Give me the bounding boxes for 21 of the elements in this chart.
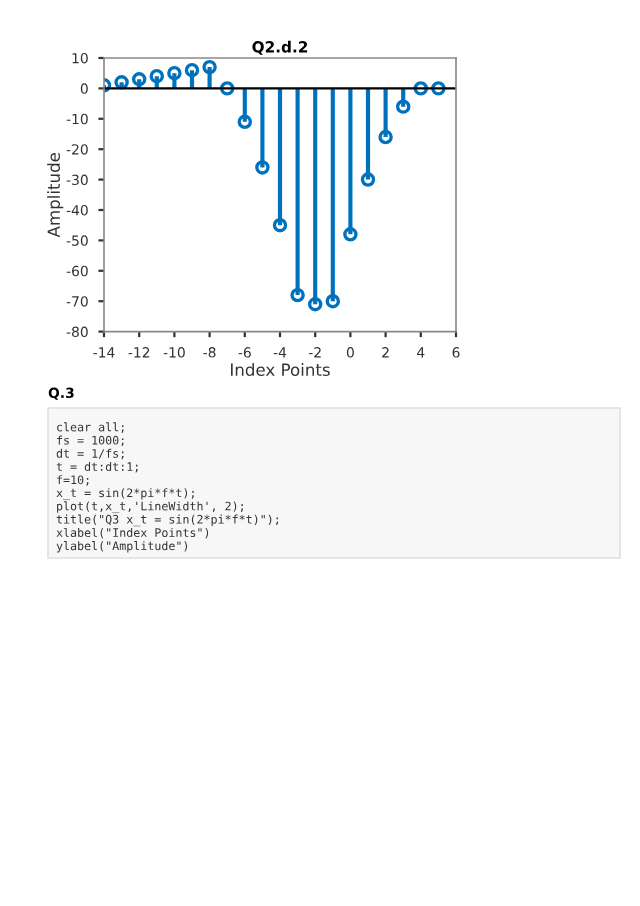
- point: [202, 59, 217, 75]
- point: [325, 293, 341, 309]
- point: [131, 72, 147, 87]
- point: [395, 99, 411, 114]
- point: [255, 160, 270, 175]
- point: [114, 75, 129, 90]
- x-axis-title: Index Points: [231, 363, 330, 376]
- point: [360, 172, 376, 187]
- point: [343, 227, 358, 242]
- point: [149, 69, 165, 84]
- point: [237, 114, 253, 130]
- point: [378, 129, 393, 145]
- point: [184, 62, 200, 78]
- point: [167, 65, 182, 81]
- point: [431, 81, 446, 96]
- point: [290, 287, 305, 303]
- point: [272, 217, 288, 233]
- point: [413, 81, 429, 96]
- y-axis-title: Amplitude: [47, 152, 64, 238]
- point: [219, 81, 235, 96]
- point: [307, 297, 323, 312]
